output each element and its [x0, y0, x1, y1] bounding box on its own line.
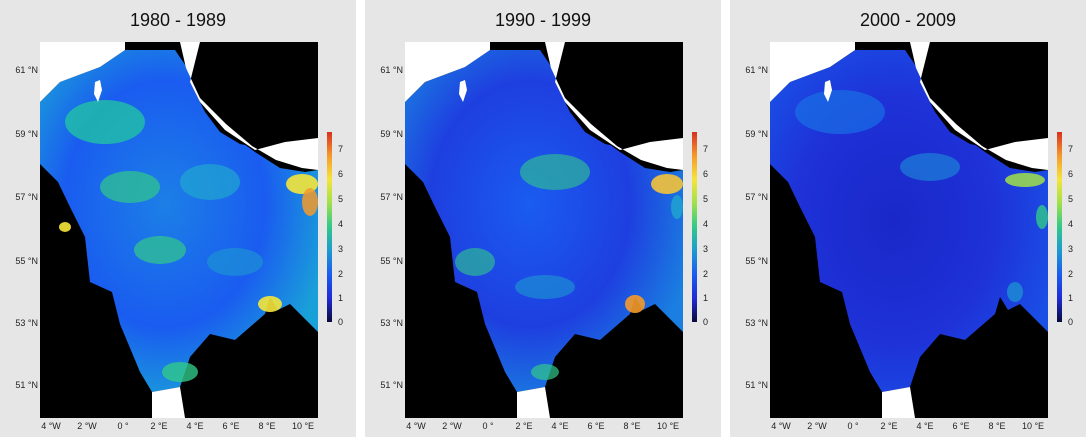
- panel-title: 1990 - 1999: [494, 10, 592, 30]
- colorbar-tick: 3: [1068, 244, 1074, 254]
- lat-label-51n: 51 °N: [745, 380, 768, 390]
- lon-label-6e: 6 °E: [222, 421, 240, 431]
- colorbar-tick: 2: [338, 269, 344, 279]
- lon-label-2e: 2 °E: [880, 421, 898, 431]
- north-sea-map: [40, 42, 318, 418]
- colorbar: [327, 132, 332, 322]
- colorbar-tick: 6: [1068, 169, 1074, 179]
- lat-label-57n: 57 °N: [745, 192, 768, 202]
- colorbar-tick: 7: [338, 144, 344, 154]
- north-sea-map: [770, 42, 1048, 418]
- lat-label-61n: 61 °N: [15, 65, 38, 75]
- colorbar-tick: 7: [703, 144, 709, 154]
- colorbar-tick: 4: [338, 219, 344, 229]
- colorbar-tick: 2: [1068, 269, 1074, 279]
- colorbar: [1057, 132, 1062, 322]
- lon-label-10e: 10 °E: [1021, 421, 1045, 431]
- lat-label-53n: 53 °N: [380, 318, 403, 328]
- lon-label-4e: 4 °E: [916, 421, 934, 431]
- map-panel-2000s: 2000 - 2009 61 °N 59 °N 57 °N 55 °N 53 °: [730, 0, 1086, 437]
- lon-label-6e: 6 °E: [587, 421, 605, 431]
- lat-label-59n: 59 °N: [745, 129, 768, 139]
- lon-label-10e: 10 °E: [291, 421, 315, 431]
- colorbar: [692, 132, 697, 322]
- lat-label-61n: 61 °N: [380, 65, 403, 75]
- lon-label-0: 0 °: [847, 421, 859, 431]
- lon-label-4w: 4 °W: [771, 421, 791, 431]
- lon-label-8e: 8 °E: [988, 421, 1006, 431]
- map-graphic: [770, 42, 1048, 418]
- lon-label-0: 0 °: [482, 421, 494, 431]
- colorbar-tick: 5: [703, 194, 709, 204]
- lon-label-0: 0 °: [117, 421, 129, 431]
- map-graphic: [405, 42, 683, 418]
- colorbar-tick: 1: [1068, 293, 1074, 303]
- lat-label-51n: 51 °N: [380, 380, 403, 390]
- lat-label-55n: 55 °N: [15, 256, 38, 266]
- lat-label-53n: 53 °N: [745, 318, 768, 328]
- lon-label-8e: 8 °E: [623, 421, 641, 431]
- panel-title: 1980 - 1989: [129, 10, 227, 30]
- colorbar-tick: 7: [1068, 144, 1074, 154]
- colorbar-tick: 3: [703, 244, 709, 254]
- lat-label-59n: 59 °N: [15, 129, 38, 139]
- map-panel-1990s: 1990 - 1999 61 °N 59 °N 57 °N: [365, 0, 721, 437]
- map-graphic: [40, 42, 318, 418]
- lat-label-53n: 53 °N: [15, 318, 38, 328]
- lon-label-2w: 2 °W: [77, 421, 97, 431]
- colorbar-tick: 0: [1068, 317, 1074, 327]
- north-sea-map: [405, 42, 683, 418]
- map-panel-1980s: 1980 - 1989: [0, 0, 356, 437]
- lat-label-55n: 55 °N: [745, 256, 768, 266]
- lat-label-51n: 51 °N: [15, 380, 38, 390]
- lon-label-2e: 2 °E: [150, 421, 168, 431]
- colorbar-tick: 4: [703, 219, 709, 229]
- lat-label-57n: 57 °N: [380, 192, 403, 202]
- colorbar-tick: 0: [338, 317, 344, 327]
- lat-label-61n: 61 °N: [745, 65, 768, 75]
- colorbar-tick: 2: [703, 269, 709, 279]
- colorbar-tick: 3: [338, 244, 344, 254]
- lat-label-57n: 57 °N: [15, 192, 38, 202]
- colorbar-tick: 6: [338, 169, 344, 179]
- colorbar-tick: 5: [1068, 194, 1074, 204]
- colorbar-tick: 5: [338, 194, 344, 204]
- lon-label-6e: 6 °E: [952, 421, 970, 431]
- lon-label-4e: 4 °E: [551, 421, 569, 431]
- panel-title: 2000 - 2009: [859, 10, 957, 30]
- lon-label-10e: 10 °E: [656, 421, 680, 431]
- colorbar-tick: 4: [1068, 219, 1074, 229]
- lon-label-2w: 2 °W: [807, 421, 827, 431]
- lat-label-55n: 55 °N: [380, 256, 403, 266]
- lat-label-59n: 59 °N: [380, 129, 403, 139]
- lon-label-2w: 2 °W: [442, 421, 462, 431]
- lon-label-2e: 2 °E: [515, 421, 533, 431]
- colorbar-tick: 1: [703, 293, 709, 303]
- colorbar-tick: 1: [338, 293, 344, 303]
- colorbar-tick: 6: [703, 169, 709, 179]
- lon-label-4e: 4 °E: [186, 421, 204, 431]
- lon-label-8e: 8 °E: [258, 421, 276, 431]
- lon-label-4w: 4 °W: [41, 421, 61, 431]
- colorbar-tick: 0: [703, 317, 709, 327]
- lon-label-4w: 4 °W: [406, 421, 426, 431]
